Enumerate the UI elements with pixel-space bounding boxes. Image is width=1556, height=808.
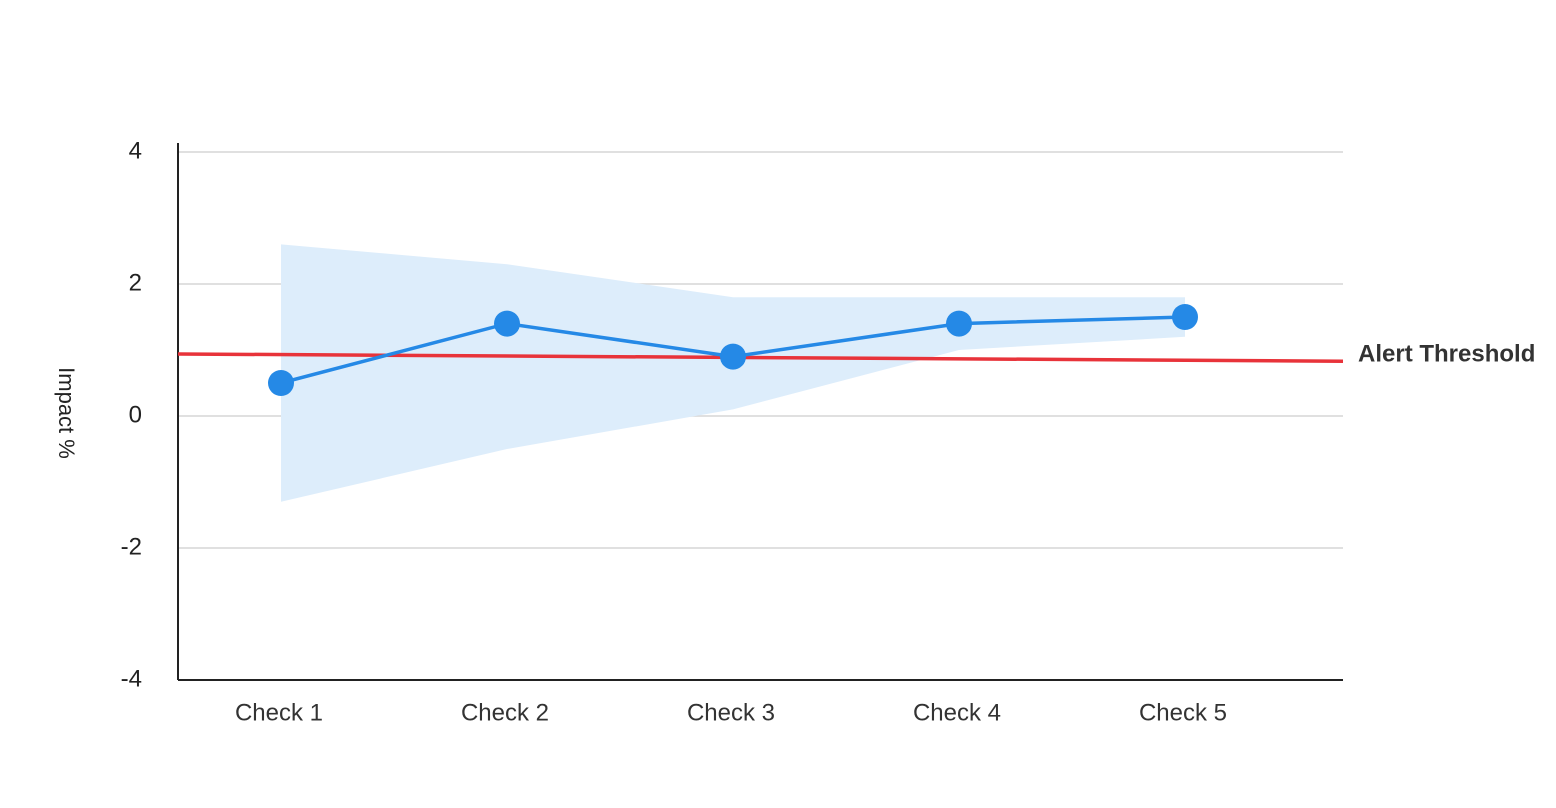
data-point: [1172, 304, 1198, 330]
data-point: [720, 343, 746, 370]
y-tick-label: 0: [129, 401, 142, 428]
x-tick-label: Check 3: [687, 699, 775, 726]
data-point: [946, 310, 972, 337]
threshold-label: Alert Threshold: [1358, 340, 1535, 367]
x-tick-label: Check 5: [1139, 699, 1227, 726]
y-axis-label: Impact %: [54, 367, 79, 459]
threshold-line: [177, 352, 1344, 363]
y-tick-label: -4: [121, 665, 142, 692]
confidence-band: [281, 244, 1185, 502]
x-tick-label: Check 2: [461, 699, 549, 726]
data-point: [494, 310, 520, 337]
data-point: [268, 370, 294, 396]
y-tick-label: 4: [129, 137, 142, 164]
x-tick-label: Check 1: [235, 699, 323, 726]
y-tick-label: 2: [129, 269, 142, 296]
y-tick-label: -2: [121, 533, 142, 560]
x-tick-label: Check 4: [913, 699, 1001, 726]
